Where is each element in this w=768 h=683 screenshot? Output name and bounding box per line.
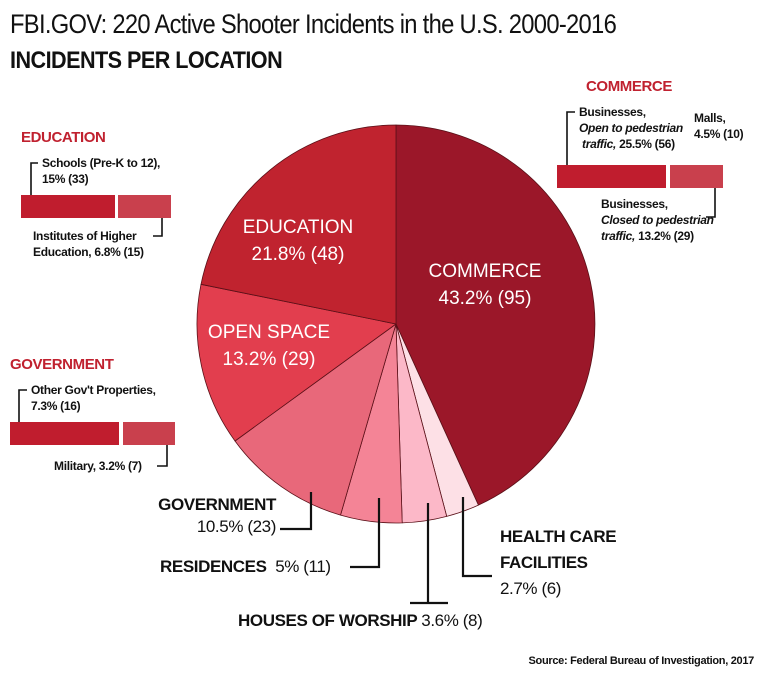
leader-business-open bbox=[566, 111, 575, 178]
leader-residences bbox=[350, 498, 381, 569]
leader-government bbox=[280, 492, 313, 531]
label-health-care: HEALTH CARE FACILITIES 2.7% (6) bbox=[500, 524, 617, 602]
business-open-line2: Open to pedestrian bbox=[579, 121, 683, 135]
residences-value: 5% (11) bbox=[275, 557, 331, 576]
higher-ed-label: Institutes of Higher Education, 6.8% (15… bbox=[33, 228, 144, 260]
business-closed-label: Businesses, Closed to pedestrian traffic… bbox=[601, 196, 714, 244]
worship-name: HOUSES OF WORSHIP bbox=[238, 611, 417, 630]
government-box-heading: GOVERNMENT bbox=[10, 356, 114, 373]
label-houses-of-worship: HOUSES OF WORSHIP 3.6% (8) bbox=[238, 610, 483, 632]
commerce-name: COMMERCE bbox=[428, 261, 542, 282]
education-name: EDUCATION bbox=[242, 217, 354, 238]
other-gov-label: Other Gov't Properties, 7.3% (16) bbox=[31, 382, 156, 414]
business-open-label: Businesses, Open to pedestrian traffic, … bbox=[579, 104, 683, 152]
label-residences: RESIDENCES 5% (11) bbox=[160, 556, 331, 578]
open-space-value: 13.2% (29) bbox=[222, 349, 316, 370]
commerce-value: 43.2% (95) bbox=[438, 288, 532, 309]
business-closed-line1: Businesses, bbox=[601, 197, 668, 211]
malls-line2: 4.5% (10) bbox=[694, 127, 744, 141]
pie-label-education: EDUCATION 21.8% (48) bbox=[218, 214, 378, 268]
slice-open-space bbox=[196, 283, 397, 442]
worship-value: 3.6% (8) bbox=[421, 611, 483, 630]
slice-commerce bbox=[395, 124, 596, 506]
schools-line1: Schools (Pre-K to 12), bbox=[42, 156, 161, 170]
business-closed-value: 13.2% (29) bbox=[635, 229, 694, 243]
slice-government bbox=[234, 323, 397, 516]
government-name: GOVERNMENT bbox=[158, 495, 276, 514]
government-value: 10.5% (23) bbox=[196, 517, 277, 536]
health-name-line2: FACILITIES bbox=[500, 553, 588, 572]
bar-military bbox=[123, 422, 175, 445]
schools-line2: 15% (33) bbox=[42, 172, 89, 186]
source-note: Source: Federal Bureau of Investigation,… bbox=[528, 655, 754, 667]
bar-other-gov bbox=[10, 422, 119, 445]
bar-business-open bbox=[557, 165, 666, 188]
residences-name: RESIDENCES bbox=[160, 557, 267, 576]
leader-business-closed bbox=[706, 180, 716, 218]
bar-higher-ed bbox=[118, 195, 171, 218]
business-closed-line3-italic: traffic, bbox=[601, 229, 636, 243]
bar-malls bbox=[670, 165, 723, 188]
business-closed-line2: Closed to pedestrian bbox=[601, 213, 714, 227]
education-value: 21.8% (48) bbox=[251, 244, 345, 265]
higher-ed-line2: Education, 6.8% (15) bbox=[33, 245, 144, 259]
leader-other-gov bbox=[18, 389, 27, 434]
health-name-line1: HEALTH CARE bbox=[500, 527, 617, 546]
leader-health bbox=[461, 497, 492, 578]
health-value: 2.7% (6) bbox=[500, 579, 562, 598]
malls-line1: Malls, bbox=[694, 111, 726, 125]
schools-label: Schools (Pre-K to 12), 15% (33) bbox=[42, 155, 160, 187]
bar-schools bbox=[21, 195, 115, 218]
other-gov-line2: 7.3% (16) bbox=[31, 399, 81, 413]
higher-ed-line1: Institutes of Higher bbox=[33, 229, 137, 243]
slice-education bbox=[200, 124, 397, 325]
pie-label-commerce: COMMERCE 43.2% (95) bbox=[405, 258, 565, 312]
chart-title: FBI.GOV: 220 Active Shooter Incidents in… bbox=[10, 9, 617, 39]
open-space-name: OPEN SPACE bbox=[207, 322, 331, 343]
leader-schools bbox=[30, 162, 38, 207]
military-label: Military, 3.2% (7) bbox=[54, 459, 142, 473]
label-government: GOVERNMENT 10.5% (23) bbox=[146, 494, 276, 538]
business-open-line3-italic: traffic, bbox=[582, 137, 617, 151]
chart-subtitle: INCIDENTS PER LOCATION bbox=[10, 47, 283, 74]
business-open-line1: Businesses, bbox=[579, 105, 646, 119]
commerce-box-heading: COMMERCE bbox=[586, 78, 672, 95]
pie-label-open-space: OPEN SPACE 13.2% (29) bbox=[198, 319, 340, 373]
business-open-value: 25.5% (56) bbox=[616, 137, 675, 151]
malls-label: Malls, 4.5% (10) bbox=[694, 110, 744, 142]
education-box-heading: EDUCATION bbox=[21, 129, 106, 146]
other-gov-line1: Other Gov't Properties, bbox=[31, 383, 156, 397]
